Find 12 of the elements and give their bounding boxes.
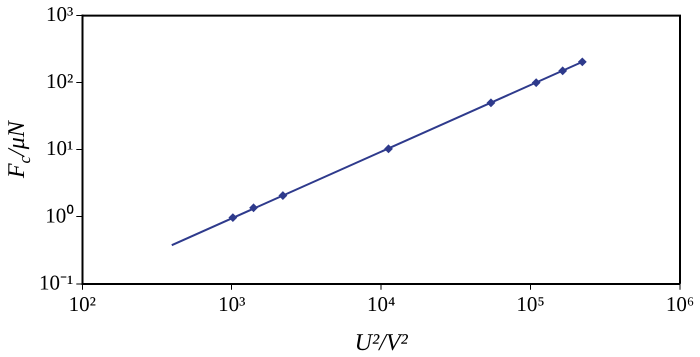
x-tick-label: 10³ <box>218 292 246 316</box>
y-tick-label: 10² <box>46 69 74 94</box>
x-axis-title: U²/V² <box>354 330 408 356</box>
y-axis-title: Fc/μN <box>4 119 34 180</box>
y-tick-label: 10⁻¹ <box>39 270 74 294</box>
x-tick-label: 10⁴ <box>366 292 396 316</box>
x-tick-label: 10⁶ <box>666 292 694 316</box>
y-tick-label: 10¹ <box>46 136 74 160</box>
y-tick-label: 10³ <box>46 2 74 26</box>
x-tick-label: 10⁵ <box>516 292 545 316</box>
x-tick-label: 10² <box>68 292 96 316</box>
y-tick-label: 10⁰ <box>45 203 74 228</box>
